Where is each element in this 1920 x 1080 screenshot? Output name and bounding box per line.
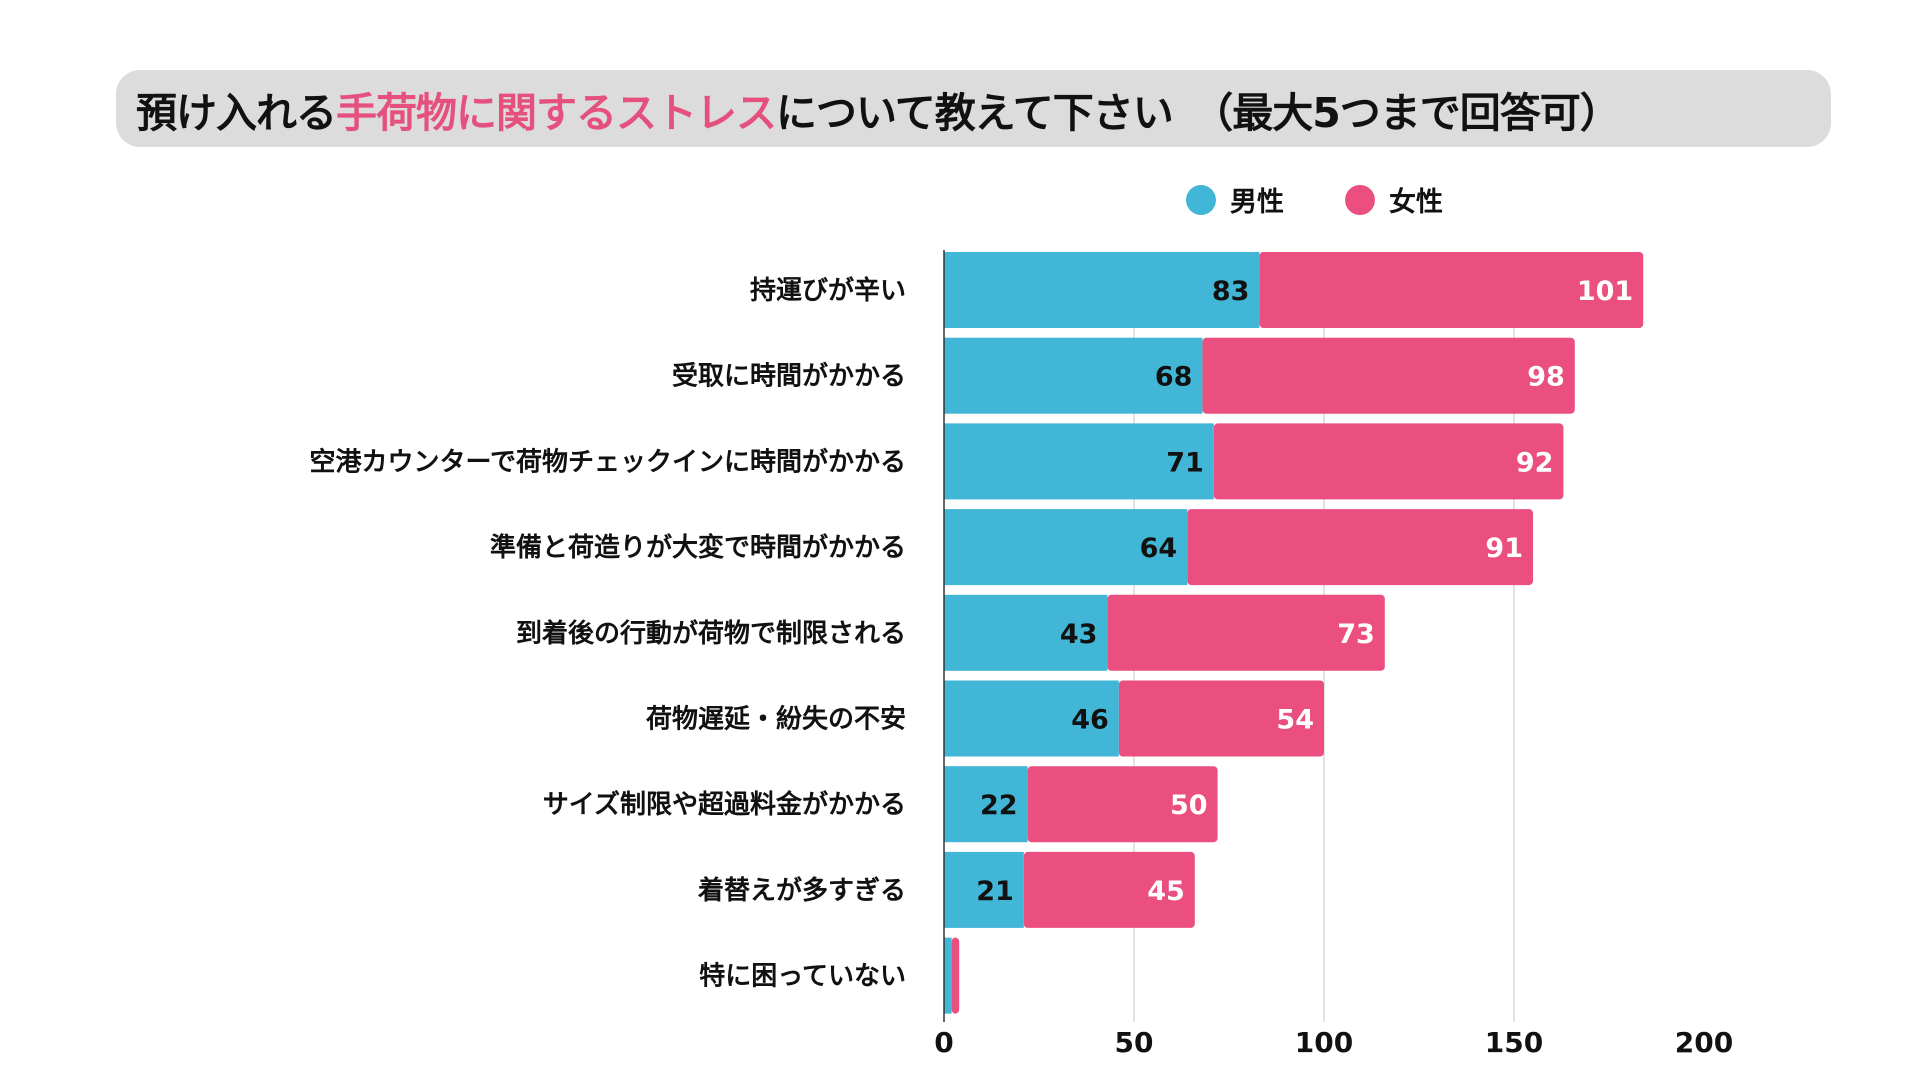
- chart-title: 預け入れる 手荷物に関するストレス について教えて下さい （最大5つまで回答可）: [116, 70, 1831, 147]
- category-label: 空港カウンターで荷物チェックインに時間がかかる: [310, 446, 906, 477]
- data-label-female: 54: [1276, 705, 1314, 736]
- bar-female: [1118, 680, 1324, 757]
- data-label-male: 21: [976, 876, 1014, 907]
- category-label: 準備と荷造りが大変で時間がかかる: [490, 532, 906, 563]
- bar-male: [944, 252, 1260, 328]
- category-label: サイズ制限や超過料金がかかる: [543, 789, 906, 820]
- bar-male: [944, 937, 952, 1014]
- x-tick-label: 100: [1295, 1026, 1353, 1059]
- bar-female: [1213, 423, 1564, 500]
- category-label: 特に困っていない: [699, 961, 906, 992]
- data-label-female: 73: [1337, 619, 1375, 650]
- category-label: 到着後の行動が荷物で制限される: [516, 618, 906, 649]
- bar-female: [1202, 337, 1575, 414]
- bar-male: [944, 509, 1188, 586]
- bar-female: [1107, 594, 1385, 671]
- category-label: 着替えが多すぎる: [697, 875, 906, 906]
- title-part2: について教えて下さい （最大5つまで回答可）: [776, 88, 1621, 137]
- category-label: 受取に時間がかかる: [672, 361, 906, 392]
- data-label-female: 45: [1147, 876, 1185, 907]
- data-label-male: 64: [1140, 533, 1178, 564]
- data-label-male: 43: [1060, 619, 1098, 650]
- data-label-male: 22: [980, 790, 1018, 821]
- data-label-male: 83: [1212, 276, 1250, 307]
- data-label-male: 46: [1071, 705, 1109, 736]
- x-tick-label: 0: [934, 1026, 953, 1059]
- legend-swatch-female: [1345, 184, 1375, 215]
- bar-female: [1027, 766, 1218, 843]
- data-label-female: 101: [1577, 276, 1633, 307]
- bar-female: [951, 937, 960, 1014]
- title-highlight: 手荷物に関するストレス: [336, 88, 777, 137]
- x-tick-label: 50: [1115, 1026, 1154, 1059]
- data-label-female: 50: [1170, 790, 1208, 821]
- data-label-male: 68: [1155, 362, 1193, 393]
- category-label: 荷物遅延・紛失の不安: [646, 704, 906, 735]
- bar-male: [944, 680, 1119, 757]
- legend-item-male: 男性: [1186, 180, 1284, 219]
- category-label: 持運びが辛い: [750, 275, 906, 306]
- data-label-female: 98: [1527, 362, 1565, 393]
- title-part1: 預け入れる: [136, 88, 337, 137]
- data-label-female: 91: [1485, 533, 1523, 564]
- legend-label-female: 女性: [1389, 187, 1443, 218]
- legend-label-male: 男性: [1230, 187, 1284, 218]
- bar-male: [944, 594, 1108, 671]
- bar-male: [944, 766, 1028, 843]
- bar-male: [944, 851, 1024, 928]
- bar-female: [1259, 252, 1644, 328]
- data-label-female: 92: [1516, 447, 1554, 478]
- legend-item-female: 女性: [1345, 180, 1443, 219]
- bar-female: [1187, 509, 1533, 586]
- bar-female: [1023, 851, 1195, 928]
- x-tick-label: 150: [1485, 1026, 1543, 1059]
- bar-male: [944, 423, 1214, 500]
- legend-swatch-male: [1186, 184, 1216, 215]
- data-label-male: 71: [1166, 447, 1204, 478]
- x-tick-label: 200: [1675, 1026, 1733, 1059]
- bar-male: [944, 337, 1203, 414]
